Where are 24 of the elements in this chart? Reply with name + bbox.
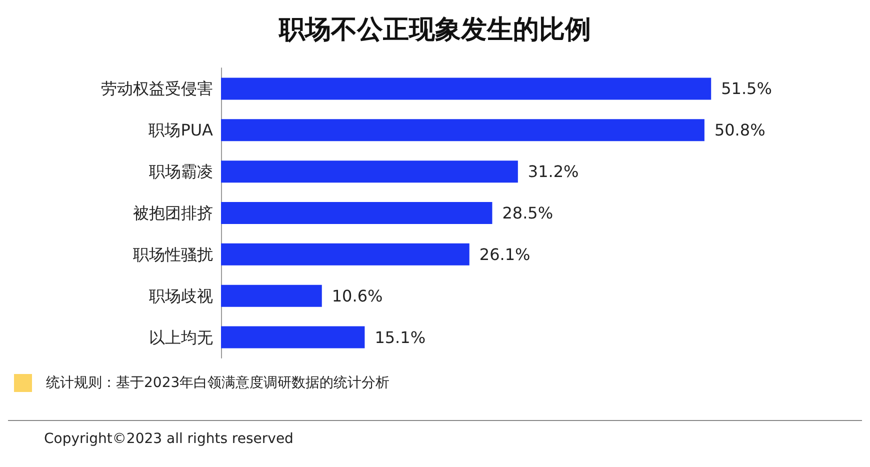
- data-label: 31.2%: [528, 162, 579, 182]
- data-label: 10.6%: [332, 286, 383, 306]
- y-tick-label: 以上均无: [149, 328, 213, 347]
- bar: [221, 326, 365, 348]
- text: 统计规则：基于2023年白领满意度调研数据的统计分析: [46, 374, 390, 392]
- y-tick-label: 职场霸凌: [149, 162, 213, 182]
- chart-title: 职场不公正现象发生的比例: [278, 15, 591, 45]
- data-label: 51.5%: [721, 79, 772, 98]
- bar: [221, 243, 470, 266]
- bar: [221, 78, 712, 100]
- data-label: 26.1%: [479, 244, 530, 264]
- y-tick-label: 职场PUA: [148, 120, 214, 140]
- bar: [221, 119, 704, 142]
- y-tick-label: 职场性骚扰: [133, 244, 213, 264]
- text: Copyright©2023 all rights reserved: [44, 431, 294, 447]
- bar: [221, 284, 322, 307]
- y-tick-label: 职场歧视: [149, 286, 213, 306]
- bar: [221, 202, 492, 224]
- data-label: 15.1%: [374, 328, 426, 347]
- y-tick-label: 被抱团排挤: [133, 204, 213, 222]
- bar: [221, 160, 518, 183]
- y-tick-label: 劳动权益受侵害: [101, 79, 213, 98]
- data-label: 28.5%: [502, 204, 554, 222]
- data-label: 50.8%: [714, 120, 766, 140]
